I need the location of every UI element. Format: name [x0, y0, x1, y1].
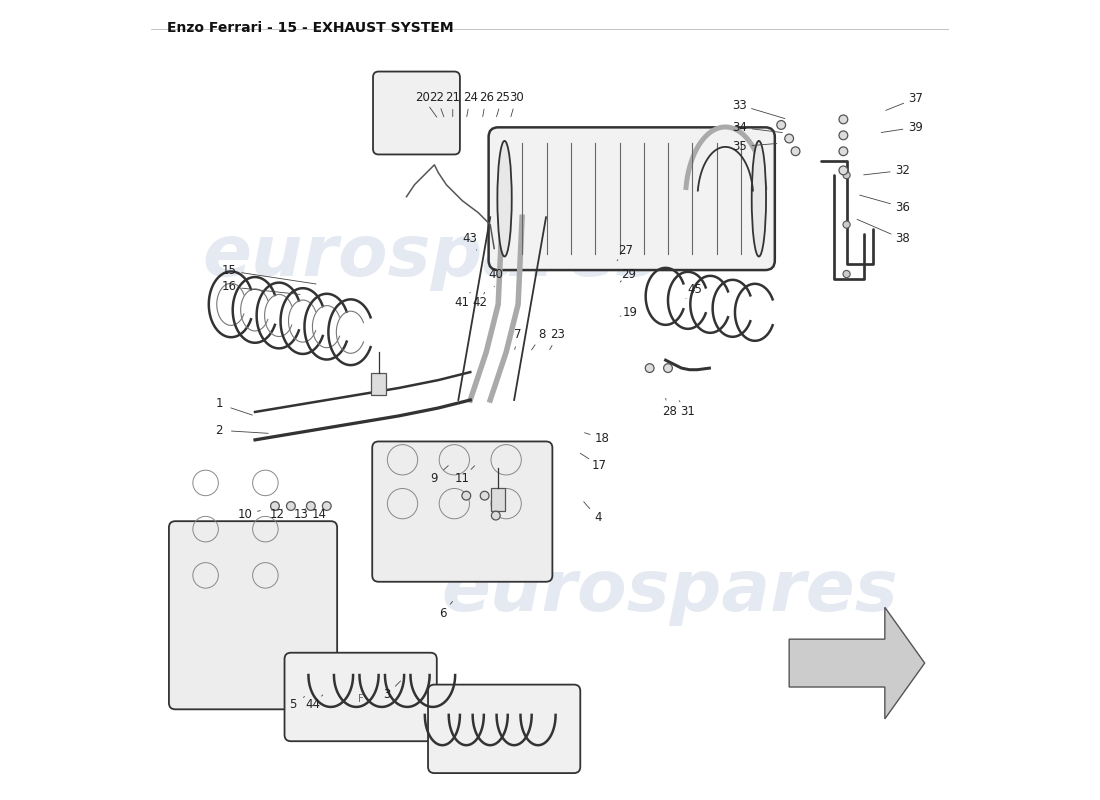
Text: 36: 36 [895, 201, 910, 214]
FancyBboxPatch shape [372, 442, 552, 582]
Text: 6: 6 [439, 607, 447, 620]
Ellipse shape [646, 364, 654, 373]
Text: 33: 33 [733, 98, 747, 111]
Ellipse shape [663, 364, 672, 373]
Text: 19: 19 [623, 306, 637, 319]
Ellipse shape [271, 502, 279, 510]
Text: 22: 22 [429, 90, 444, 103]
Text: 18: 18 [594, 432, 609, 445]
Text: 8: 8 [538, 328, 546, 341]
Text: Enzo Ferrari - 15 - EXHAUST SYSTEM: Enzo Ferrari - 15 - EXHAUST SYSTEM [167, 22, 454, 35]
Text: 27: 27 [618, 244, 634, 257]
FancyBboxPatch shape [169, 521, 337, 710]
Text: 15: 15 [222, 264, 236, 278]
FancyBboxPatch shape [373, 71, 460, 154]
Ellipse shape [839, 115, 848, 124]
Text: eurospares: eurospares [441, 557, 898, 626]
Text: 20: 20 [415, 90, 430, 103]
Ellipse shape [839, 131, 848, 140]
Text: 24: 24 [463, 90, 477, 103]
Text: 10: 10 [238, 507, 253, 521]
Ellipse shape [784, 134, 793, 143]
Text: 17: 17 [592, 459, 607, 472]
Ellipse shape [843, 221, 850, 228]
Text: F: F [359, 694, 364, 704]
Text: 1: 1 [216, 398, 223, 410]
Bar [372, 373, 386, 395]
Ellipse shape [751, 141, 766, 257]
FancyBboxPatch shape [488, 127, 774, 270]
Text: 37: 37 [908, 92, 923, 105]
Text: 39: 39 [908, 121, 923, 134]
FancyBboxPatch shape [285, 653, 437, 742]
Ellipse shape [777, 121, 785, 130]
Text: 16: 16 [222, 280, 236, 294]
Text: eurospares: eurospares [202, 222, 659, 291]
Text: 11: 11 [454, 472, 470, 485]
Ellipse shape [481, 491, 490, 500]
Text: 44: 44 [305, 698, 320, 711]
Text: 28: 28 [662, 406, 676, 418]
Text: 13: 13 [294, 507, 309, 521]
Ellipse shape [791, 147, 800, 156]
Text: 9: 9 [431, 472, 438, 485]
Bar [491, 489, 505, 511]
Text: 43: 43 [463, 233, 477, 246]
Text: 26: 26 [478, 90, 494, 103]
Text: 30: 30 [509, 90, 524, 103]
Text: 40: 40 [488, 267, 503, 281]
Polygon shape [789, 607, 925, 719]
Text: 2: 2 [216, 424, 223, 437]
Text: 38: 38 [895, 233, 910, 246]
Text: 42: 42 [472, 296, 487, 310]
Ellipse shape [307, 502, 316, 510]
Text: 34: 34 [733, 121, 747, 134]
Text: 45: 45 [688, 283, 703, 297]
Text: 7: 7 [515, 328, 521, 341]
FancyBboxPatch shape [428, 685, 581, 773]
Ellipse shape [462, 491, 471, 500]
Text: 41: 41 [454, 296, 470, 310]
Ellipse shape [839, 147, 848, 156]
Text: 32: 32 [895, 164, 910, 177]
Ellipse shape [286, 502, 295, 510]
Ellipse shape [497, 141, 512, 257]
Ellipse shape [843, 270, 850, 278]
Ellipse shape [492, 511, 500, 520]
Text: 14: 14 [311, 507, 327, 521]
Text: 31: 31 [680, 406, 694, 418]
Text: 35: 35 [733, 140, 747, 153]
Text: 29: 29 [620, 267, 636, 281]
Text: 23: 23 [550, 328, 565, 341]
Text: 4: 4 [594, 511, 602, 525]
Ellipse shape [322, 502, 331, 510]
Text: 12: 12 [270, 507, 285, 521]
Ellipse shape [843, 171, 850, 178]
Text: 25: 25 [495, 90, 509, 103]
Text: 5: 5 [289, 698, 297, 711]
Text: 3: 3 [383, 689, 390, 702]
Ellipse shape [839, 166, 848, 174]
Text: 21: 21 [446, 90, 460, 103]
